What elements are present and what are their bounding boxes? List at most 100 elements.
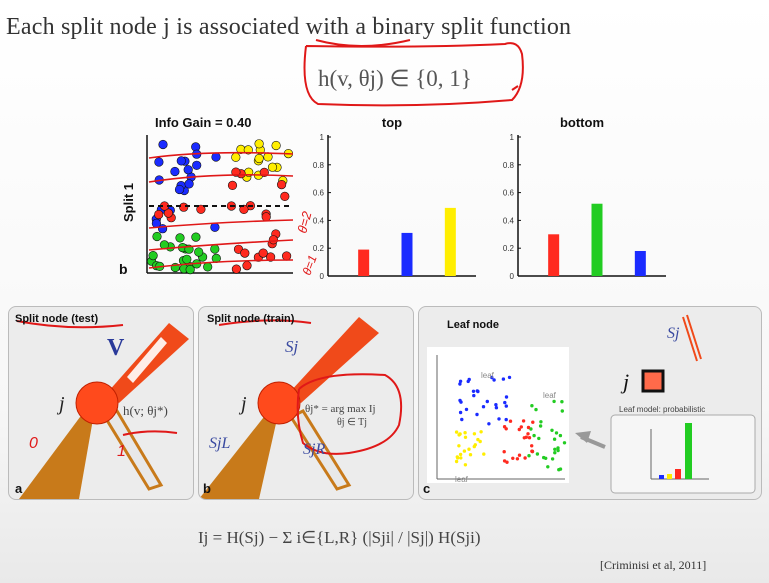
leaf-point [531,420,535,424]
scatter-point [184,179,194,189]
panel-letter-c: c [423,481,431,496]
leaf-point [457,444,461,448]
panel-a-label: Split node (test) [15,313,99,325]
red-handwritten-lines [148,151,294,269]
leaf-point [485,399,489,404]
theta-annotations: θ=2 θ=1 [294,209,318,277]
leaf-point [517,427,521,432]
scatter-point [185,265,195,275]
scatter-point [280,191,290,201]
split-train-diagram [199,317,403,499]
annotation-zero: 0 [29,435,38,452]
theta-annotation-2: θ=2 [294,209,314,235]
leaf-point [476,437,480,442]
leaf-point [497,417,501,421]
leaf-point [479,430,483,434]
scatter-point [210,244,220,254]
leaf-label-3: leaf [455,475,468,484]
node-j-label-c: j [623,369,630,394]
scatter-point [242,261,252,271]
theta-domain-label: θj ∈ Tj [337,417,367,428]
split-test-diagram [16,320,189,499]
leaf-point [487,422,491,426]
split-function-formula: h(v, θj) ∈ {0, 1} [318,66,472,91]
split-scatter-plot: Info Gain = 0.40 Split 1 b [119,115,294,277]
leaf-point [535,452,540,456]
scatter-point [258,248,268,258]
leaf-point [508,419,513,423]
leaf-point [454,459,459,464]
bar-blue [401,232,413,276]
leaf-point [534,407,538,412]
scatter-point [176,156,186,166]
leaf-point [494,406,499,410]
bar-red [358,249,370,276]
leaf-point [481,405,486,409]
scatter-point [163,208,174,218]
leaf-point [553,447,557,451]
leaf-point [521,419,526,423]
leaf-point [553,451,557,455]
split-ylabel: Split 1 [121,183,136,222]
leaf-point [472,432,477,436]
leaf-point [562,441,567,445]
leaf-point [556,446,560,450]
scatter-point [211,152,221,162]
leaf-point [459,456,463,460]
leaf-point [458,452,463,457]
y-tick-label: 0.8 [313,161,325,170]
scatter-point [210,222,220,232]
panel-b-label: Split node (train) [207,313,295,325]
leaf-point [475,412,479,417]
leaf-point [538,424,543,428]
set-sr-label: SjR [303,441,326,458]
panel-letter-a: a [15,481,23,496]
chart-title: bottom [560,115,604,130]
bar-chart-top: top 0 0.2 0.4 0.6 0.8 1 [313,115,476,281]
leaf-point [524,435,528,439]
leaf-point [527,436,532,440]
scatter-point [227,180,238,190]
leaf-point [457,433,461,437]
leaf-point [517,453,522,457]
scatter-point [231,264,241,274]
y-tick-label: 0 [320,272,325,281]
leaf-point [560,409,564,413]
leaf-label-2: leaf [543,391,556,400]
leaf-point [537,436,541,441]
leaf-point [458,379,463,383]
leaf-point [557,468,561,472]
leaf-point [458,410,463,415]
panel-split-node-test: Split node (test) V j h(v; θj*) 0 1 a [8,306,194,500]
scatter-point [261,212,271,222]
leaf-point [463,463,468,467]
leaf-point [546,465,550,469]
leaf-point [462,449,467,453]
scatter-point [174,184,185,195]
leaf-point [475,389,479,393]
scatter-point [196,204,206,214]
leaf-point [482,452,486,456]
leaf-point [458,382,462,386]
leaf-point [456,456,460,460]
scatter-point [267,162,278,172]
leaf-point [530,444,534,448]
panel-c-label: Leaf node [447,319,499,331]
bar-blue [634,250,646,276]
leaf-point [494,403,498,407]
info-gain-label: Info Gain = 0.40 [155,115,251,130]
bar-red [548,234,560,276]
bar-chart-bottom: bottom 0 0.2 0.4 0.6 0.8 1 [503,115,666,281]
y-tick-label: 1 [320,133,325,142]
bar-yellow [444,207,456,276]
node-j-label-b: j [241,393,247,415]
leaf-point [515,457,520,461]
scatter-point [194,247,204,257]
scatter-point [154,157,164,167]
scatter-point [192,160,202,170]
leaf-point [504,427,508,431]
leaf-point [463,431,467,435]
theta-annotation-1: θ=1 [300,253,318,277]
leaf-point [523,456,527,460]
leaf-node-diagram [427,314,756,494]
